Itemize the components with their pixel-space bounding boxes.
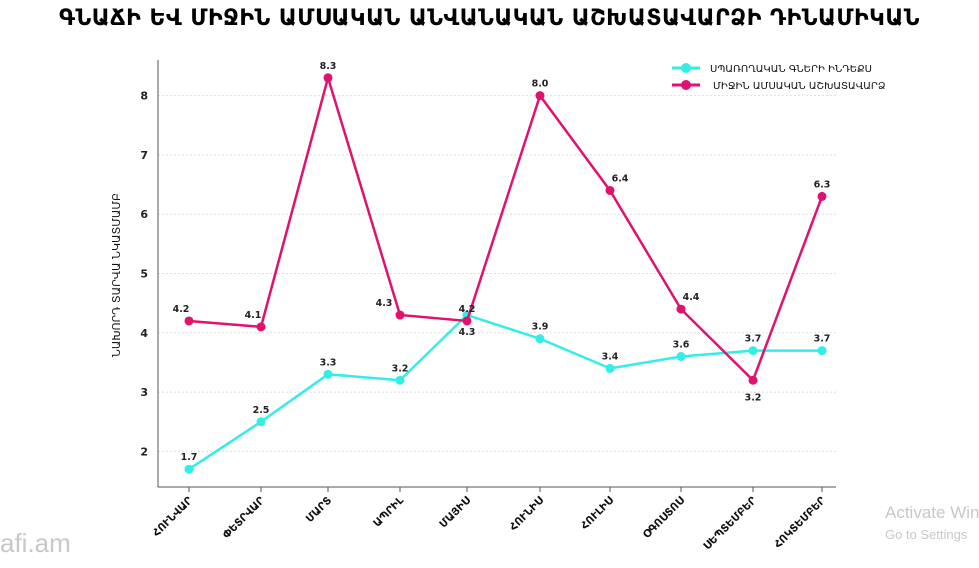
y-tick-label: 2 <box>140 445 148 458</box>
y-axis-label: ՆԱԽՈՐԴ ՏԱՐՎԱ ՆԿԱՏՄԱՄԲ <box>110 193 123 357</box>
data-label: 6.4 <box>612 173 629 184</box>
data-label: 1.7 <box>181 452 198 463</box>
data-label: 2.5 <box>253 405 270 416</box>
data-label: 3.3 <box>320 357 337 368</box>
data-point <box>676 352 686 362</box>
data-label: 4.4 <box>683 292 700 303</box>
y-tick-label: 8 <box>140 90 148 103</box>
y-tick-label: 5 <box>140 268 148 281</box>
x-tick-label: ՀՈՒՆՎԱՐ <box>150 495 195 540</box>
data-label: 3.2 <box>745 392 762 403</box>
data-point <box>605 363 615 373</box>
y-tick-label: 3 <box>140 386 148 399</box>
legend-marker <box>681 80 691 90</box>
data-point <box>676 304 686 314</box>
data-label: 3.4 <box>602 351 619 362</box>
series-line <box>188 73 824 383</box>
data-point <box>535 334 545 344</box>
data-label: 3.2 <box>392 363 409 374</box>
data-point <box>748 346 758 356</box>
data-label: 3.7 <box>745 334 762 345</box>
data-label: 4.3 <box>459 327 476 338</box>
data-point <box>256 322 266 332</box>
go-to-settings-text: Go to Settings <box>885 527 968 542</box>
x-tick-label: ՄԱՐՏ <box>304 495 334 525</box>
data-label: 4.3 <box>376 298 393 309</box>
data-label: 6.3 <box>814 179 831 190</box>
data-point <box>748 375 758 385</box>
data-point <box>256 417 266 427</box>
legend-label: ՄԻՋԻՆ ԱՄՍԱԿԱՆ ԱՇԽԱՏԱՎԱՐՁ <box>713 81 886 92</box>
x-tick-label: ՓԵՏՐՎԱՐ <box>221 495 267 541</box>
x-tick-label: ԱՊՐԻԼ <box>371 495 406 530</box>
data-label: 3.7 <box>814 334 831 345</box>
y-tick-label: 4 <box>140 327 148 340</box>
logo-watermark: afi.am <box>0 528 71 558</box>
data-point <box>323 73 333 83</box>
data-point <box>535 91 545 101</box>
data-label: 3.6 <box>673 340 690 351</box>
series-line <box>188 313 822 471</box>
data-label: 3.9 <box>532 322 549 333</box>
data-label: 8.3 <box>320 61 337 72</box>
data-label: 8.0 <box>532 79 549 90</box>
y-tick-label: 6 <box>140 208 148 221</box>
x-tick-label: ՀՈՒՆԻՍ <box>507 494 546 533</box>
data-point <box>605 185 615 195</box>
data-point <box>462 316 472 326</box>
data-point <box>323 369 333 379</box>
data-point <box>184 316 194 326</box>
data-point <box>395 310 405 320</box>
y-tick-label: 7 <box>140 149 148 162</box>
data-label: 4.1 <box>245 310 262 321</box>
legend-label: ՍՊԱՌՈՂԱԿԱՆ ԳՆԵՐԻ ԻՆԴԵՔՍ <box>710 64 872 75</box>
activate-windows-text: Activate Windows <box>885 503 979 522</box>
chart-title: ԳՆԱՃԻ ԵՎ ՄԻՋԻՆ ԱՄՍԱԿԱՆ ԱՆՎԱՆԱԿԱՆ ԱՇԽԱՏԱՎ… <box>59 6 920 31</box>
data-point <box>817 346 827 356</box>
x-tick-label: ՍԵՊՏԵՄԲԵՐ <box>701 495 759 553</box>
data-point <box>184 464 194 474</box>
legend-marker <box>681 63 691 73</box>
x-tick-label: ՕԳՈՍՏՈՍ <box>641 494 688 541</box>
data-point <box>817 191 827 201</box>
x-tick-label: ՄԱՅԻՍ <box>437 494 473 530</box>
x-tick-label: ՀՈՒԼԻՍ <box>579 494 617 532</box>
data-label: 4.2 <box>459 304 476 315</box>
x-tick-label: ՀՈԿՏԵՄԲԵՐ <box>772 495 828 551</box>
data-point <box>395 375 405 385</box>
data-label: 4.2 <box>173 304 190 315</box>
